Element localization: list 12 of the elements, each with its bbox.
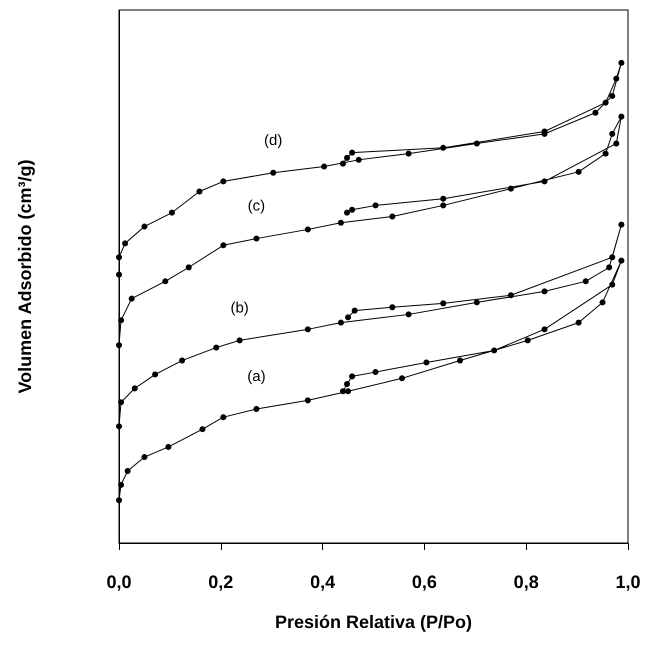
y-axis-title: Volumen Adsorbido (cm³/g) (15, 160, 35, 394)
series-label: (b) (230, 299, 249, 316)
x-tick-label: 0,0 (106, 572, 132, 592)
series-label: (c) (248, 198, 266, 215)
x-tick-label: 0,4 (310, 572, 336, 592)
series-label: (d) (264, 132, 282, 149)
x-tick-label: 0,8 (514, 572, 539, 592)
x-tick-label: 0,6 (412, 572, 437, 592)
x-axis-title: Presión Relativa (P/Po) (274, 612, 472, 632)
x-tick-label: 0,2 (208, 572, 234, 592)
series-label: (a) (247, 368, 266, 386)
x-tick-label: 1,0 (615, 572, 641, 592)
